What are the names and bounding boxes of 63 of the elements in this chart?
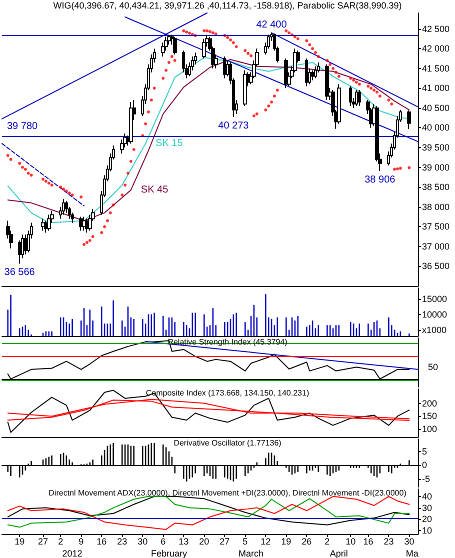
y-tick-label: 40 500 (422, 102, 450, 113)
y-tick-label: 37 000 (422, 241, 450, 252)
y-tick-label: 39 000 (422, 162, 450, 172)
chart-title: WIG(40,396.67, 40,434.21, 39,971.26 ,40,114.73, -158.918), Parabolic SAR(38,990.39) (53, 0, 402, 10)
x-tick-label: 27 (220, 536, 230, 546)
y-tick-label: 5 (422, 446, 428, 456)
series-label: SK 45 (140, 184, 169, 196)
y-tick-label: 38 500 (422, 182, 450, 192)
x-tick-label: 13 (178, 536, 189, 546)
x-tick-label: 30 (404, 536, 414, 546)
annotation: 40 273 (218, 120, 250, 132)
x-tick-label: 6 (160, 536, 166, 546)
x-tick-label: 2 (58, 536, 64, 546)
x-tick-label: 5 (242, 536, 248, 546)
y-tick-label: 10000 (422, 309, 448, 320)
series-label: SK 15 (156, 138, 184, 150)
ref-line-label: 39 780 (7, 120, 38, 132)
x-tick-label: 19 (14, 536, 25, 546)
y-tick-label: 42 000 (422, 44, 450, 54)
y-tick-label: 41 000 (422, 83, 450, 94)
y-tick-label: 42 500 (422, 24, 450, 34)
annotation: 36 566 (4, 267, 36, 278)
x-tick-label: 23 (384, 536, 394, 546)
y-tick-label: 37 500 (422, 222, 450, 232)
x-tick-label: 23 (117, 536, 128, 546)
y-tick-label: x1000 (422, 324, 447, 335)
x-tick-label: 2 (324, 536, 330, 546)
x-tick-label: 16 (363, 536, 374, 546)
y-tick-label: 40 000 (422, 122, 450, 133)
y-tick-label: 41 500 (422, 63, 450, 74)
x-tick-label: 27 (38, 536, 48, 546)
y-tick-label: 15000 (422, 294, 448, 304)
y-tick-label: 40 (422, 491, 432, 502)
x2-tick-label: 2012 (62, 548, 82, 558)
text: 50 (428, 362, 438, 372)
chart-title: Derivative Oscillator (1.77136) (174, 438, 282, 448)
x2-tick-label: Ma (406, 548, 418, 558)
x2-tick-label: April (330, 548, 348, 558)
annotation: 42 400 (256, 19, 288, 30)
y-tick-label: 10 (422, 526, 432, 536)
chart-title: Directnl Movement ADX(23.0000), Directnl Movement +DI(23.0000), Directnl Movement -DI(23.0000) (48, 488, 407, 498)
y-tick-label: 20 (422, 514, 432, 524)
y-tick-label: 150 (422, 411, 438, 422)
x2-tick-label: February (150, 548, 188, 558)
x-tick-label: 9 (78, 536, 84, 546)
y-tick-label: 200 (422, 398, 438, 408)
x-tick-label: 10 (346, 536, 356, 546)
x-tick-label: 26 (302, 536, 312, 546)
y-tick-label: 30 (422, 502, 432, 513)
x-tick-label: 19 (281, 536, 292, 546)
y-tick-label: -5 (422, 474, 430, 484)
x-tick-label: 20 (199, 536, 210, 546)
x2-tick-label: March (238, 548, 264, 558)
y-tick-label: 36 500 (422, 261, 450, 272)
y-tick-label: 0 (422, 460, 428, 470)
y-tick-label: 39 500 (422, 142, 450, 153)
x-tick-label: 12 (260, 536, 271, 546)
chart-title: Composite Index (173.668, 134.150, 140.231) (146, 388, 310, 398)
x-tick-label: 30 (138, 536, 148, 546)
x-tick-label: 16 (96, 536, 107, 546)
y-tick-label: 100 (422, 424, 438, 434)
y-tick-label: 38 000 (422, 202, 450, 212)
annotation: 38 906 (364, 174, 396, 186)
